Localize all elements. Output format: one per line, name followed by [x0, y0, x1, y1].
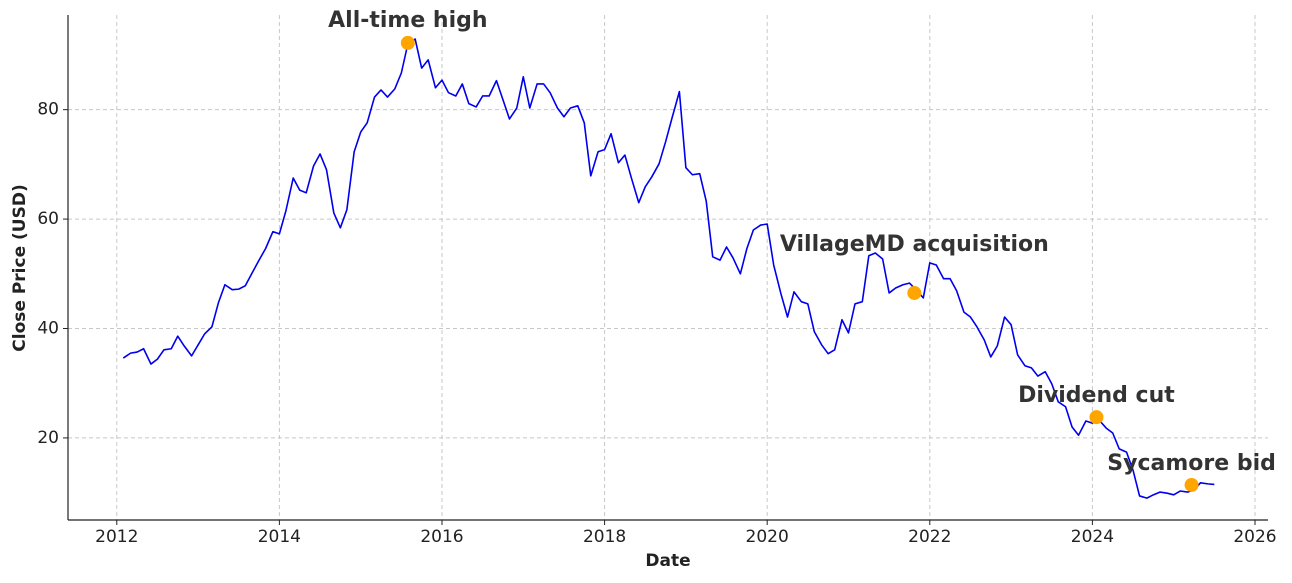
- annotation-point: [907, 285, 922, 300]
- x-tick-label: 2020: [746, 527, 789, 547]
- y-tick-label: 60: [37, 209, 59, 229]
- y-tick-label: 20: [37, 428, 59, 448]
- annotation-label: Dividend cut: [1018, 383, 1175, 408]
- annotation-point: [1184, 477, 1199, 492]
- annotation-point: [1089, 410, 1104, 425]
- annotation-label: VillageMD acquisition: [780, 232, 1049, 257]
- x-axis-label: Date: [645, 551, 690, 571]
- y-tick-label: 40: [37, 319, 59, 339]
- x-tick-label: 2016: [420, 527, 463, 547]
- x-tick-label: 2026: [1233, 527, 1276, 547]
- y-axis-label: Close Price (USD): [10, 184, 30, 351]
- annotation-label: Sycamore bid: [1107, 451, 1276, 476]
- x-tick-label: 2014: [258, 527, 301, 547]
- x-tick-label: 2024: [1071, 527, 1114, 547]
- x-tick-label: 2012: [95, 527, 138, 547]
- price-line: [122, 38, 1215, 499]
- annotation-label: All-time high: [328, 8, 487, 33]
- x-tick-label: 2018: [583, 527, 626, 547]
- y-tick-label: 80: [37, 100, 59, 120]
- x-tick-label: 2022: [908, 527, 951, 547]
- annotation-point: [400, 35, 415, 50]
